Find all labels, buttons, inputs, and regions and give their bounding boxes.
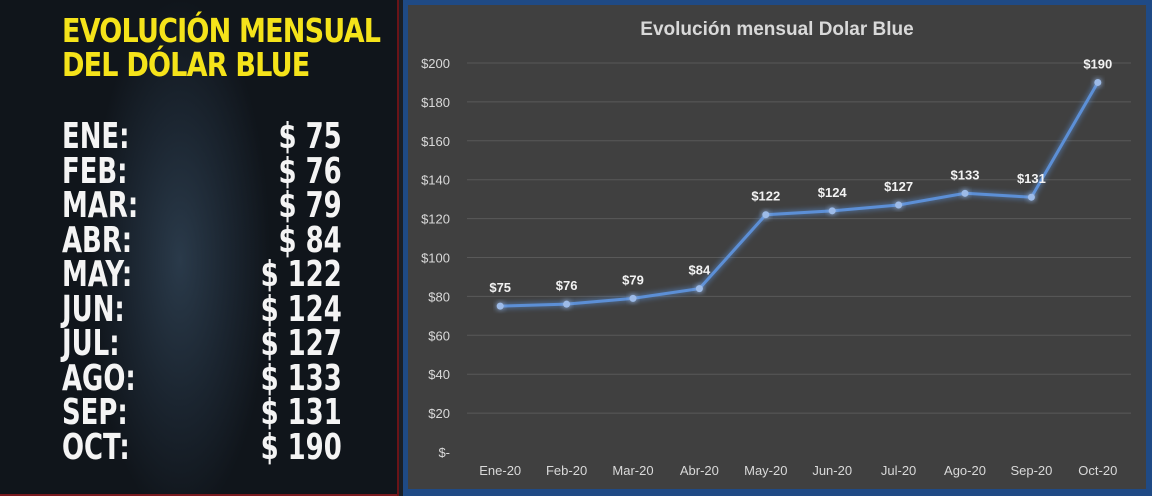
x-tick-label: Feb-20 (546, 463, 587, 478)
infographic-title-line-2: DEL DÓLAR BLUE (62, 45, 310, 84)
x-tick-label: Oct-20 (1078, 463, 1117, 478)
month-value-row: SEP: $ 131 (62, 392, 342, 433)
data-label: $133 (951, 167, 980, 182)
month-label: MAR: (62, 185, 139, 226)
y-tick-label: $200 (421, 56, 450, 71)
month-value-row: JUN: $ 124 (62, 288, 342, 330)
x-tick-label: Ago-20 (944, 463, 986, 478)
y-tick-label: $180 (421, 95, 450, 110)
month-label: ABR: (62, 219, 133, 261)
chart-title: Evolución mensual Dolar Blue (640, 19, 914, 40)
data-label: $131 (1017, 171, 1046, 186)
y-tick-label: $40 (428, 367, 450, 382)
x-tick-label: May-20 (744, 463, 787, 478)
infographic-title: EVOLUCIÓN MENSUAL DEL DÓLAR BLUE (62, 11, 381, 84)
monthly-values-list: ENE: $ 75 FEB: $ 76 MAR: $ 79 ABR: $ 84 MAY: $ 12… (62, 116, 342, 468)
data-point-marker (496, 302, 504, 310)
line-chart-plot: $- $20 $40 $60 $80 $100 $120 $140 $160 $180 $200 En… (421, 56, 1131, 478)
month-label: OCT: (62, 426, 130, 468)
left-infographic-panel: EVOLUCIÓN MENSUAL DEL DÓLAR BLUE ENE: $ 7… (0, 0, 399, 496)
month-value: $ 127 (260, 323, 342, 364)
y-tick-label: $140 (421, 173, 450, 188)
month-value-row: FEB: $ 76 (62, 150, 342, 192)
x-tick-label: Ene-20 (479, 463, 521, 478)
data-label: $124 (818, 185, 848, 200)
data-point-marker (762, 211, 770, 219)
data-point-marker (563, 300, 571, 308)
month-label: FEB: (62, 150, 128, 192)
y-tick-label: $160 (421, 134, 450, 149)
data-label: $127 (884, 179, 913, 194)
y-tick-label: $100 (421, 251, 450, 266)
month-value-row: MAR: $ 79 (62, 185, 342, 226)
month-label: MAY: (62, 254, 133, 295)
y-tick-label: $- (438, 445, 450, 460)
data-label: $122 (751, 189, 780, 204)
x-tick-label: Mar-20 (612, 463, 653, 478)
x-tick-label: Sep-20 (1010, 463, 1052, 478)
month-value: $ 84 (278, 219, 342, 261)
month-value: $ 124 (260, 288, 342, 330)
data-label: $190 (1083, 56, 1112, 71)
month-label: JUL: (62, 323, 120, 364)
data-point-marker (629, 294, 637, 302)
chart-frame: Evolución mensual Dolar Blue $- $20 $40 $60… (403, 0, 1152, 496)
data-point-marker (961, 189, 969, 197)
x-tick-label: Jun-20 (812, 463, 852, 478)
month-value: $ 75 (278, 116, 342, 157)
series-line (500, 81, 1100, 308)
month-value: $ 131 (260, 392, 342, 433)
month-label: AGO: (62, 357, 136, 399)
month-value: $ 122 (260, 254, 342, 295)
bottom-border (0, 494, 397, 496)
x-tick-label: Jul-20 (881, 463, 916, 478)
data-point-marker (1094, 78, 1102, 86)
y-tick-label: $20 (428, 406, 450, 421)
month-value-row: MAY: $ 122 (62, 254, 342, 295)
month-value: $ 76 (278, 150, 342, 192)
infographic-title-line-1: EVOLUCIÓN MENSUAL (62, 11, 381, 50)
y-tick-label: $120 (421, 212, 450, 227)
data-label: $79 (622, 272, 644, 287)
month-value: $ 79 (278, 185, 342, 226)
month-value-row: JUL: $ 127 (62, 323, 342, 364)
data-point-marker (1027, 193, 1035, 201)
month-value-row: ABR: $ 84 (62, 219, 342, 261)
month-value-row: ENE: $ 75 (62, 116, 342, 157)
y-tick-label: $60 (428, 328, 450, 343)
y-tick-label: $80 (428, 289, 450, 304)
month-label: SEP: (62, 392, 128, 433)
chart-area: Evolución mensual Dolar Blue $- $20 $40 $60… (408, 5, 1146, 489)
data-point-marker (895, 201, 903, 209)
month-value-row: OCT: $ 190 (62, 426, 342, 468)
month-value: $ 190 (260, 426, 342, 468)
data-label: $84 (689, 263, 711, 278)
data-label: $76 (556, 278, 578, 293)
month-value-row: AGO: $ 133 (62, 357, 342, 399)
data-point-marker (695, 285, 703, 293)
month-value: $ 133 (260, 357, 342, 399)
data-label: $75 (489, 280, 511, 295)
month-label: JUN: (62, 288, 125, 330)
x-tick-label: Abr-20 (680, 463, 719, 478)
month-label: ENE: (62, 116, 130, 157)
data-point-marker (828, 207, 836, 215)
